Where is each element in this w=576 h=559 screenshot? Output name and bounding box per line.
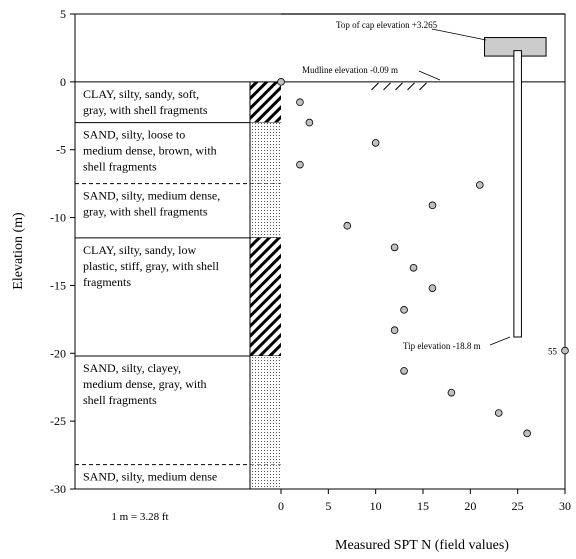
point-value-label: 55 bbox=[548, 347, 558, 357]
spt-point bbox=[400, 367, 408, 375]
y-tick-label: -5 bbox=[56, 143, 66, 157]
soil-layer-line: shell fragments bbox=[83, 393, 157, 407]
tip-elevation-label: Tip elevation -18.8 m bbox=[403, 341, 481, 351]
soil-layer-label-1: SAND, silty, loose to medium dense, brown… bbox=[83, 128, 217, 174]
y-tick-label: 5 bbox=[60, 7, 66, 21]
spt-point bbox=[277, 78, 285, 86]
soil-column-dotted-5 bbox=[250, 464, 281, 489]
spt-point bbox=[475, 181, 484, 189]
spt-point bbox=[390, 243, 399, 252]
mudline-hatch bbox=[395, 82, 403, 91]
mudline-hatch bbox=[407, 82, 415, 91]
y-axis-title: Elevation (m) bbox=[11, 212, 26, 290]
y-tick-label: -20 bbox=[50, 346, 66, 360]
pile-shaft bbox=[513, 50, 522, 338]
top-of-cap-label: Top of cap elevation +3.265 bbox=[336, 20, 438, 30]
mudline-leader bbox=[418, 70, 441, 81]
soil-column-dotted-1 bbox=[250, 122, 281, 184]
tip-leader bbox=[489, 336, 511, 346]
soil-column-diagonal-hatch-3 bbox=[250, 237, 281, 356]
plot-frame bbox=[74, 13, 566, 490]
soil-layer-line: SAND, silty, medium dense bbox=[83, 470, 217, 484]
spt-points: 55 bbox=[277, 78, 569, 438]
spt-point bbox=[390, 326, 399, 335]
x-tick-label: 15 bbox=[417, 499, 429, 513]
mudline-label: Mudline elevation -0.09 m bbox=[302, 65, 398, 75]
spt-point bbox=[296, 98, 304, 107]
axes: 0 5 10 15 20 25 30 5 0 -5 -10 -15 -20 -25 -30 bbox=[50, 7, 571, 513]
soil-layer-label-2: SAND, silty, medium dense, gray, with she… bbox=[83, 189, 220, 219]
mudline-hatch bbox=[383, 82, 391, 91]
spt-point bbox=[561, 346, 569, 355]
spt-point bbox=[305, 118, 314, 127]
annotations: Top of cap elevation +3.265 Mudline eleva… bbox=[302, 20, 511, 351]
y-tick-label: -10 bbox=[50, 211, 66, 225]
spt-point bbox=[409, 263, 418, 272]
y-tick-label: -25 bbox=[50, 414, 66, 428]
spt-point bbox=[428, 284, 437, 292]
soil-layer-line: medium dense, gray, with bbox=[83, 377, 207, 391]
spt-point bbox=[494, 409, 503, 417]
soil-layer-line: medium dense, brown, with bbox=[83, 144, 217, 158]
soil-layer-line: CLAY, silty, sandy, soft, bbox=[83, 87, 199, 101]
unit-conversion-note: 1 m = 3.28 ft bbox=[111, 511, 168, 523]
soil-layer-label-3: CLAY, silty, sandy, low plastic, stiff, g… bbox=[83, 243, 220, 289]
top-of-cap-leader bbox=[431, 28, 487, 41]
soil-column-dotted-2 bbox=[250, 183, 281, 238]
soil-layer-line: CLAY, silty, sandy, low bbox=[83, 243, 196, 257]
y-tick-label: -30 bbox=[50, 482, 66, 496]
soil-layer-label-5: SAND, silty, medium dense bbox=[83, 470, 217, 484]
soil-layer-line: shell fragments bbox=[83, 160, 157, 174]
soil-layer-line: fragments bbox=[83, 275, 131, 289]
x-tick-label: 25 bbox=[512, 499, 524, 513]
soil-layer-line: SAND, silty, loose to bbox=[83, 128, 185, 142]
spt-point bbox=[447, 388, 456, 397]
x-tick-label: 20 bbox=[464, 499, 476, 513]
x-tick-label: 10 bbox=[370, 499, 382, 513]
soil-layers: CLAY, silty, sandy, soft, gray, with shel… bbox=[75, 81, 565, 489]
spt-point bbox=[523, 429, 531, 438]
soil-layer-line: SAND, silty, clayey, bbox=[83, 361, 181, 375]
y-tick-label: 0 bbox=[60, 75, 66, 89]
spt-point bbox=[428, 201, 437, 210]
soil-column-diagonal-hatch-0 bbox=[250, 81, 281, 123]
spt-point bbox=[371, 139, 380, 147]
x-axis-title: Measured SPT N (field values) bbox=[335, 538, 509, 553]
x-tick-label: 0 bbox=[278, 499, 284, 513]
spt-point bbox=[343, 221, 352, 230]
soil-layer-line: SAND, silty, medium dense, bbox=[83, 189, 220, 203]
soil-layer-line: gray, with shell fragments bbox=[83, 103, 208, 117]
x-tick-label: 5 bbox=[325, 499, 331, 513]
x-tick-label: 30 bbox=[559, 499, 571, 513]
soil-layer-line: gray, with shell fragments bbox=[83, 205, 208, 219]
soil-layer-line: plastic, stiff, gray, with shell bbox=[83, 259, 220, 273]
soil-column-dotted-4 bbox=[250, 356, 281, 465]
soil-layer-label-0: CLAY, silty, sandy, soft, gray, with shel… bbox=[83, 87, 208, 117]
spt-point bbox=[400, 306, 408, 314]
y-tick-label: -15 bbox=[50, 278, 66, 292]
mudline-hatch bbox=[371, 82, 379, 91]
pile-structure bbox=[281, 13, 565, 338]
spt-point bbox=[296, 160, 304, 169]
mudline-hatch bbox=[419, 82, 427, 91]
soil-layer-label-4: SAND, silty, clayey, medium dense, gray, … bbox=[83, 361, 207, 407]
